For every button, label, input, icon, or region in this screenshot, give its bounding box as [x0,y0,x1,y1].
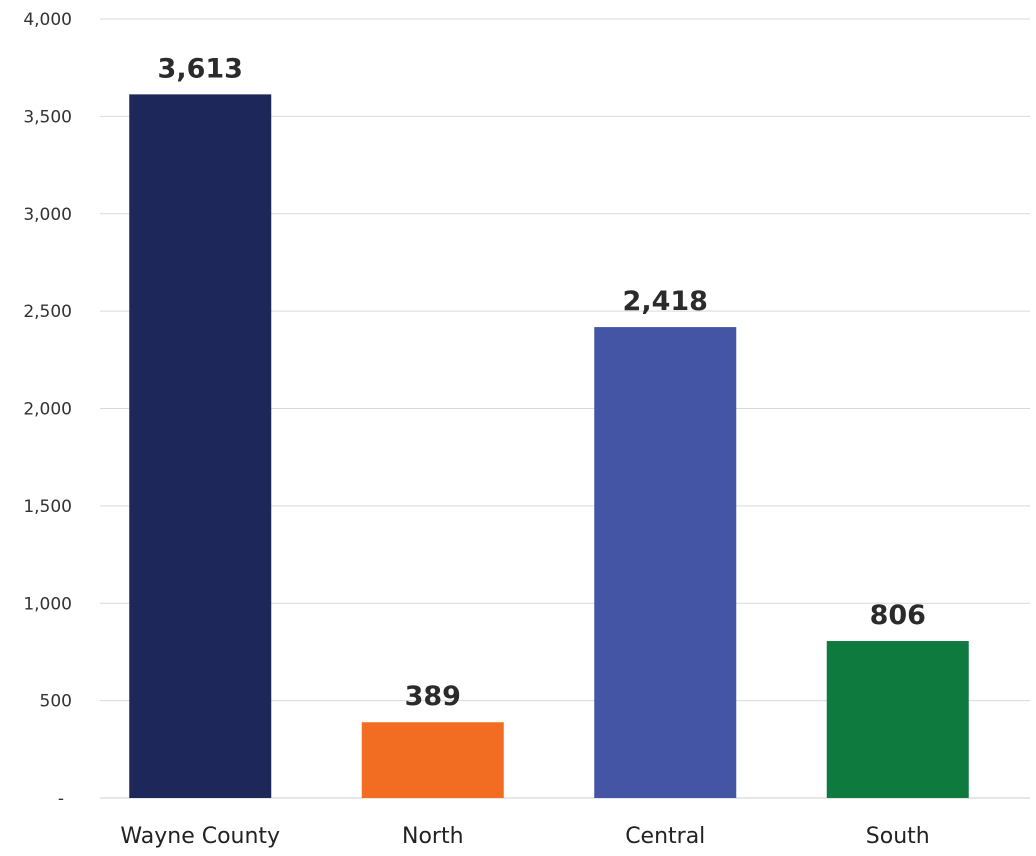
data-label: 2,418 [623,286,708,317]
bar-central [594,327,737,798]
y-tick-label: 1,500 [23,497,72,517]
x-tick-label: South [866,824,930,849]
x-tick-label: Central [625,824,705,849]
data-label: 389 [405,681,461,712]
x-axis-ticks: Wayne County North Central South [120,824,929,849]
y-tick-label: 2,000 [23,400,72,420]
bar-wayne-county [129,94,272,799]
x-tick-label: North [402,824,464,849]
data-label: 806 [870,600,926,631]
data-label: 3,613 [158,53,243,84]
y-tick-label: - [58,789,64,809]
bar-north [361,722,504,798]
y-tick-label: 3,500 [23,107,72,127]
y-axis-ticks: - 500 1,000 1,500 2,000 2,500 3,000 3,500 4,000 [23,10,72,809]
bar-south [826,641,969,798]
x-tick-label: Wayne County [120,824,280,849]
bars [129,94,969,799]
y-tick-label: 1,000 [23,594,72,614]
y-tick-label: 3,000 [23,205,72,225]
y-tick-label: 2,500 [23,302,72,322]
y-tick-label: 500 [40,692,72,712]
data-labels: 3,613 389 2,418 806 [158,53,926,712]
y-tick-label: 4,000 [23,10,72,30]
